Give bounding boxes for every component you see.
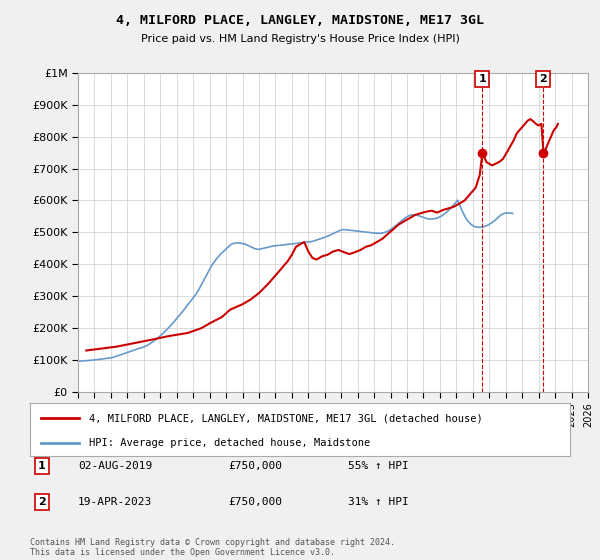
Text: HPI: Average price, detached house, Maidstone: HPI: Average price, detached house, Maid… [89,438,371,448]
Text: 1: 1 [479,74,486,84]
Text: Price paid vs. HM Land Registry's House Price Index (HPI): Price paid vs. HM Land Registry's House … [140,34,460,44]
Text: 4, MILFORD PLACE, LANGLEY, MAIDSTONE, ME17 3GL (detached house): 4, MILFORD PLACE, LANGLEY, MAIDSTONE, ME… [89,413,483,423]
Text: £750,000: £750,000 [228,461,282,471]
Text: 31% ↑ HPI: 31% ↑ HPI [348,497,409,507]
Text: Contains HM Land Registry data © Crown copyright and database right 2024.
This d: Contains HM Land Registry data © Crown c… [30,538,395,557]
Text: 2: 2 [539,74,547,84]
Text: 55% ↑ HPI: 55% ↑ HPI [348,461,409,471]
Text: 19-APR-2023: 19-APR-2023 [78,497,152,507]
Text: 4, MILFORD PLACE, LANGLEY, MAIDSTONE, ME17 3GL: 4, MILFORD PLACE, LANGLEY, MAIDSTONE, ME… [116,14,484,27]
Text: 02-AUG-2019: 02-AUG-2019 [78,461,152,471]
Text: £750,000: £750,000 [228,497,282,507]
Text: 1: 1 [38,461,46,471]
Text: 2: 2 [38,497,46,507]
